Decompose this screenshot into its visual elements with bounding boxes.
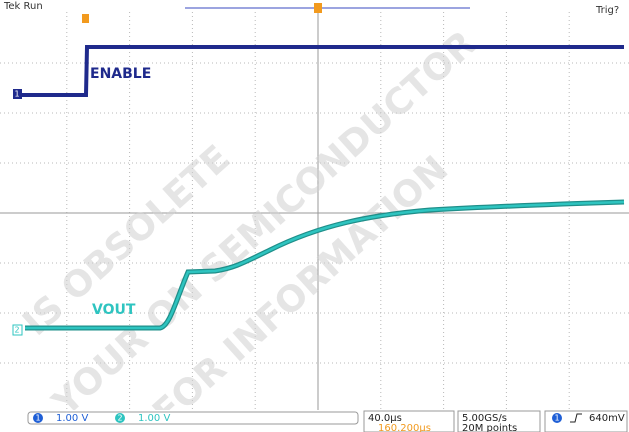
ch1-scale: 1.00 V (56, 413, 88, 424)
vout-trace (25, 200, 625, 330)
channel-box (27, 411, 359, 425)
ch2-badge (115, 413, 125, 423)
trigger-position (314, 3, 322, 13)
vout-label: VOUT (92, 302, 136, 318)
ch2-number: 2 (117, 414, 122, 423)
run-status: Tek Run (3, 1, 43, 12)
ch1-badge (33, 413, 43, 423)
ch2-ground-marker (12, 324, 23, 336)
trig-slope (570, 413, 582, 423)
trigger-status: Trig? (595, 5, 619, 16)
enable-trace (20, 45, 624, 97)
trigger-box (544, 410, 628, 432)
sample-rate: 5.00GS/s (462, 413, 507, 424)
timebase: 40.0µs (368, 413, 402, 424)
trig-channel: 1 (554, 414, 559, 423)
ch2-scale: 1.00 V (138, 413, 170, 424)
trigger-marker (82, 14, 89, 23)
ch1-number: 1 (35, 414, 40, 423)
trig-level: 640mV (589, 413, 625, 424)
enable-label: ENABLE (90, 66, 151, 82)
trig-badge (552, 413, 562, 423)
record-length: 20M points (462, 423, 517, 432)
ch1-ground-marker (13, 89, 22, 99)
ch1-marker: 1 (14, 90, 19, 99)
horizontal-position: 160.200µs (378, 423, 431, 432)
acquisition-box (457, 410, 541, 432)
ch2-marker: 2 (14, 326, 19, 335)
timebase-box (363, 410, 455, 432)
